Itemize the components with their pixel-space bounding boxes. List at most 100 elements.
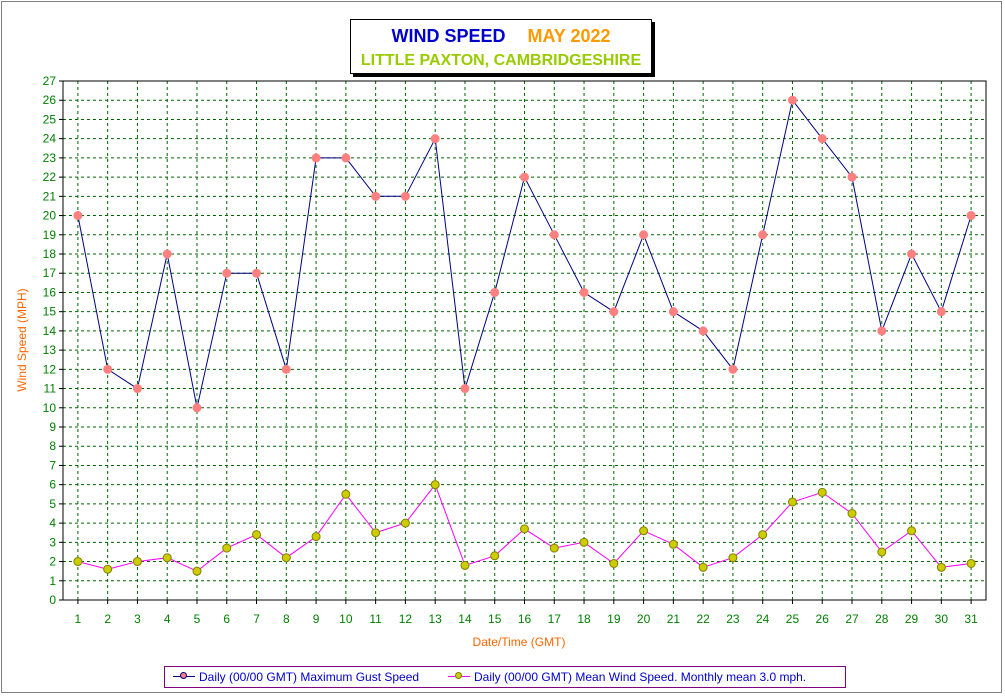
- mean-point: [728, 553, 738, 563]
- y-tick-label: 20: [43, 209, 57, 223]
- gust-point: [103, 364, 113, 374]
- gust-point: [341, 153, 351, 163]
- x-tick-label: 25: [786, 612, 800, 626]
- x-tick-label: 30: [935, 612, 949, 626]
- mean-point: [460, 560, 470, 570]
- gust-point: [579, 287, 589, 297]
- gust-point: [668, 307, 678, 317]
- mean-point: [252, 530, 262, 540]
- gust-point: [817, 134, 827, 144]
- x-tick-label: 13: [428, 612, 442, 626]
- x-tick-label: 28: [875, 612, 889, 626]
- y-tick-label: 16: [43, 285, 57, 299]
- x-tick-label: 26: [816, 612, 830, 626]
- x-tick-label: 29: [905, 612, 919, 626]
- gust-point: [132, 384, 142, 394]
- x-axis-title: Date/Time (GMT): [473, 635, 566, 649]
- gust-point: [549, 230, 559, 240]
- chart-title-box: WIND SPEED MAY 2022 LITTLE PAXTON, CAMBRI…: [350, 19, 652, 74]
- gust-point: [162, 249, 172, 259]
- x-tick-label: 5: [194, 612, 201, 626]
- x-tick-label: 3: [134, 612, 141, 626]
- y-tick-label: 22: [43, 170, 57, 184]
- y-tick-label: 8: [49, 439, 56, 453]
- mean-point: [341, 489, 351, 499]
- gust-series: [73, 95, 976, 413]
- mean-point: [371, 528, 381, 538]
- y-tick-label: 24: [43, 132, 57, 146]
- gust-point: [192, 403, 202, 413]
- y-tick-label: 17: [43, 266, 57, 280]
- y-tick-label: 1: [49, 574, 56, 588]
- mean-point: [877, 547, 887, 557]
- gust-point: [787, 95, 797, 105]
- x-tick-label: 9: [313, 612, 320, 626]
- gust-point: [490, 287, 500, 297]
- y-tick-label: 14: [43, 324, 57, 338]
- mean-point: [103, 564, 113, 574]
- gust-point: [460, 384, 470, 394]
- y-tick-label: 25: [43, 112, 57, 126]
- x-tick-label: 6: [223, 612, 230, 626]
- legend: Daily (00/00 GMT) Maximum Gust Speed Dai…: [164, 666, 846, 688]
- chart-period: MAY 2022: [527, 26, 611, 46]
- plot-area: [62, 80, 987, 601]
- mean-point: [430, 480, 440, 490]
- y-tick-label: 12: [43, 362, 57, 376]
- mean-point: [490, 551, 500, 561]
- mean-point: [698, 562, 708, 572]
- x-tick-label: 2: [104, 612, 111, 626]
- x-tick-label: 11: [369, 612, 382, 626]
- x-tick-label: 18: [577, 612, 591, 626]
- y-tick-label: 6: [49, 478, 56, 492]
- legend-gust-label: Daily (00/00 GMT) Maximum Gust Speed: [199, 670, 420, 684]
- gust-point: [281, 364, 291, 374]
- mean-point: [162, 553, 172, 563]
- y-tick-label: 11: [44, 382, 57, 396]
- x-tick-label: 17: [548, 612, 562, 626]
- y-tick-label: 15: [43, 305, 57, 319]
- y-tick-label: 23: [43, 151, 57, 165]
- x-tick-label: 10: [339, 612, 353, 626]
- y-tick-label: 9: [49, 420, 56, 434]
- x-tick-label: 14: [458, 612, 472, 626]
- mean-point: [132, 557, 142, 567]
- x-tick-label: 7: [253, 612, 260, 626]
- gust-point: [877, 326, 887, 336]
- grid-layer: [63, 80, 986, 600]
- x-tick-label: 16: [518, 612, 532, 626]
- y-tick-label: 19: [43, 228, 57, 242]
- mean-point: [222, 543, 232, 553]
- x-tick-label: 20: [637, 612, 651, 626]
- y-tick-label: 18: [43, 247, 57, 261]
- mean-point: [400, 518, 410, 528]
- x-tick-label: 24: [756, 612, 770, 626]
- mean-point: [668, 539, 678, 549]
- chart-title: WIND SPEED: [391, 26, 506, 46]
- x-tick-label: 4: [164, 612, 171, 626]
- x-tick-label: 31: [964, 612, 978, 626]
- gust-point: [847, 172, 857, 182]
- mean-point: [520, 524, 529, 534]
- gust-point: [311, 153, 321, 163]
- legend-mean-marker: [455, 672, 462, 679]
- x-tick-label: 27: [845, 612, 859, 626]
- x-tick-label: 12: [399, 612, 413, 626]
- mean-point: [787, 497, 797, 507]
- gust-point: [936, 307, 946, 317]
- x-tick-label: 19: [607, 612, 621, 626]
- mean-point: [936, 562, 946, 572]
- mean-point: [758, 530, 768, 540]
- gust-point: [73, 211, 83, 221]
- axis-layer: 0123456789101112131415161718192021222324…: [43, 74, 987, 626]
- gust-point: [430, 134, 440, 144]
- title-line1: WIND SPEED MAY 2022: [351, 26, 651, 47]
- mean-point: [311, 532, 321, 542]
- mean-point: [73, 557, 83, 567]
- gust-point: [758, 230, 768, 240]
- x-tick-label: 1: [75, 612, 82, 626]
- y-tick-label: 2: [49, 555, 56, 569]
- y-tick-label: 26: [43, 93, 57, 107]
